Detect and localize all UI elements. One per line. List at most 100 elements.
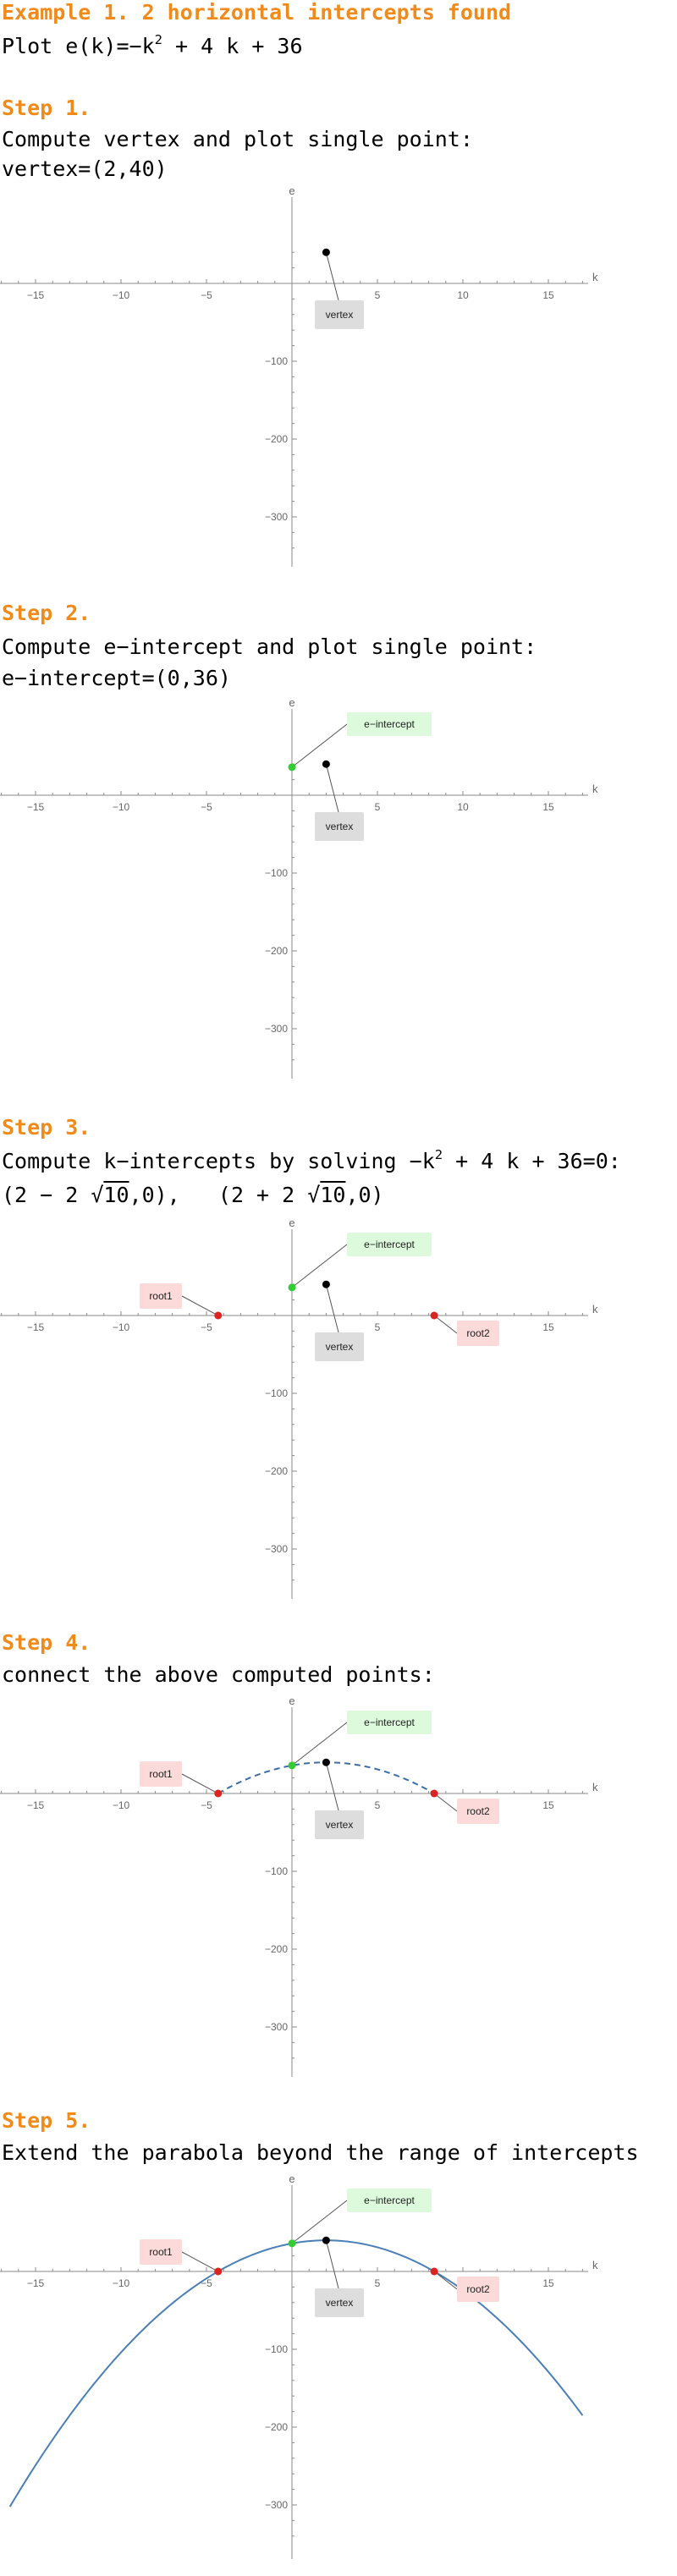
root2-expr-a: (2 + 2 √ [217,1183,321,1207]
e-intercept-label: e−intercept [364,1239,415,1250]
vertex-label-box [315,300,364,329]
x-tick-label: 5 [375,801,381,813]
x-tick-label: 15 [542,1799,554,1811]
x-tick-label: −5 [201,1321,212,1333]
x-axis-label: k [592,2259,598,2271]
root2-radicand: 10 [320,1183,346,1207]
e-intercept-leader-line [291,1722,348,1766]
e-intercept-point [288,2239,296,2248]
step3-chart: −15−10−551015−100−200−300kevertexe−inter… [0,1217,598,1599]
vertex-leader-line [325,2240,339,2289]
vertex-point [322,1280,330,1288]
vertex-label-box [315,1810,364,1839]
e-intercept-label-box [347,712,432,736]
function-prefix: Plot e(k)=−k [2,34,155,58]
function-exponent: 2 [154,32,162,48]
e-intercept-label-box [347,2189,432,2212]
y-axis-label: e [289,1217,294,1229]
step5-heading: Step 5. [2,2108,91,2133]
y-tick-label: −300 [265,2499,288,2511]
x-tick-label: 15 [542,801,554,813]
root1-expr-b: ,0), [129,1183,180,1207]
y-tick-label: −100 [265,1387,288,1399]
y-tick-label: −300 [265,1023,288,1035]
root2-point [430,2267,438,2276]
e-intercept-label-box [347,1711,432,1734]
root1-radicand: 10 [103,1183,129,1207]
x-tick-label: 15 [542,2277,554,2289]
page-title: Example 1. 2 horizontal intercepts found [2,0,512,25]
e-intercept-point [288,1283,296,1292]
root2-point [430,1311,438,1320]
step3-exponent: 2 [434,1147,443,1163]
x-tick-label: −10 [113,2277,130,2289]
root2-label: root2 [466,2283,490,2295]
root1-leader-line [181,1295,218,1316]
x-tick-label: −10 [113,289,130,301]
step3-text-suffix: + 4 k + 36=0: [443,1149,621,1173]
step5-chart: −15−10−551015−100−200−300kevertexe−inter… [0,2172,598,2559]
x-tick-label: −15 [27,1321,45,1333]
step3-heading: Step 3. [2,1115,91,1140]
e-intercept-label-box [347,1233,432,1256]
y-axis-label: e [289,1694,294,1707]
y-tick-label: −200 [265,1465,288,1477]
vertex-label: vertex [326,2297,354,2309]
y-tick-label: −100 [265,867,288,879]
x-tick-label: −15 [27,1799,45,1811]
step2-text: Compute e−intercept and plot single poin… [2,634,537,659]
y-tick-label: −200 [265,433,288,445]
root1-point [214,1789,223,1798]
y-tick-label: −300 [265,1543,288,1555]
vertex-leader-line [325,1284,339,1333]
e-intercept-label: e−intercept [364,1716,415,1728]
parabola-curve [217,1761,435,1794]
step4-chart: −15−10−551015−100−200−300kevertexe−inter… [0,1694,598,2077]
function-suffix: + 4 k + 36 [162,34,303,58]
vertex-label-box [315,812,364,841]
x-tick-label: −15 [27,2277,45,2289]
root1-label-box [140,1761,182,1787]
root2-leader-line [433,2271,458,2290]
step1-chart: −15 −10 −5 5 10 15 −100 −200 −300 k e vertex [0,184,598,567]
x-tick-label: 15 [542,289,554,301]
vertex-label-box [315,2288,364,2317]
y-tick-label: −300 [265,511,288,523]
step5-text: Extend the parabola beyond the range of … [2,2140,639,2165]
vertex-point [322,248,330,256]
root2-label: root2 [466,1805,490,1817]
x-tick-label: −10 [113,1799,130,1811]
parabola-curve [8,2239,584,2507]
root1-point [214,2267,223,2276]
x-tick-label: −15 [27,801,45,813]
e-intercept-point [288,1761,296,1770]
root2-label: root2 [466,1327,490,1339]
e-intercept-label: e−intercept [364,718,415,730]
vertex-leader-line [325,252,339,301]
root2-label-box [457,1321,499,1346]
e-intercept-leader-line [291,1244,348,1288]
step4-text: connect the above computed points: [2,1662,435,1687]
root1-label: root1 [149,1768,173,1780]
root1-expr-a: (2 − 2 √ [2,1183,104,1207]
x-tick-label: 10 [457,289,469,301]
y-tick-label: −200 [265,2421,288,2433]
root2-leader-line [433,1315,458,1334]
vertex-leader-line [325,1762,339,1811]
root1-label: root1 [149,1290,173,1302]
x-axis-label: k [592,271,598,283]
y-tick-label: −100 [265,2343,288,2355]
step1-vertex: vertex=(2,40) [2,157,168,181]
root1-label-box [140,2239,182,2265]
x-tick-label: −5 [201,289,212,301]
e-intercept-leader-line [291,723,348,768]
x-tick-label: 5 [375,289,381,301]
step2-heading: Step 2. [2,601,91,625]
root2-label-box [457,1799,499,1824]
step3-text-prefix: Compute k−intercepts by solving −k [2,1149,435,1173]
step2-intercept: e−intercept=(0,36) [2,666,231,690]
x-tick-label: −10 [113,801,130,813]
step3-text: Compute k−intercepts by solving −k2 + 4 … [2,1147,621,1173]
y-tick-label: −100 [265,355,288,367]
root1-label-box [140,1283,182,1309]
